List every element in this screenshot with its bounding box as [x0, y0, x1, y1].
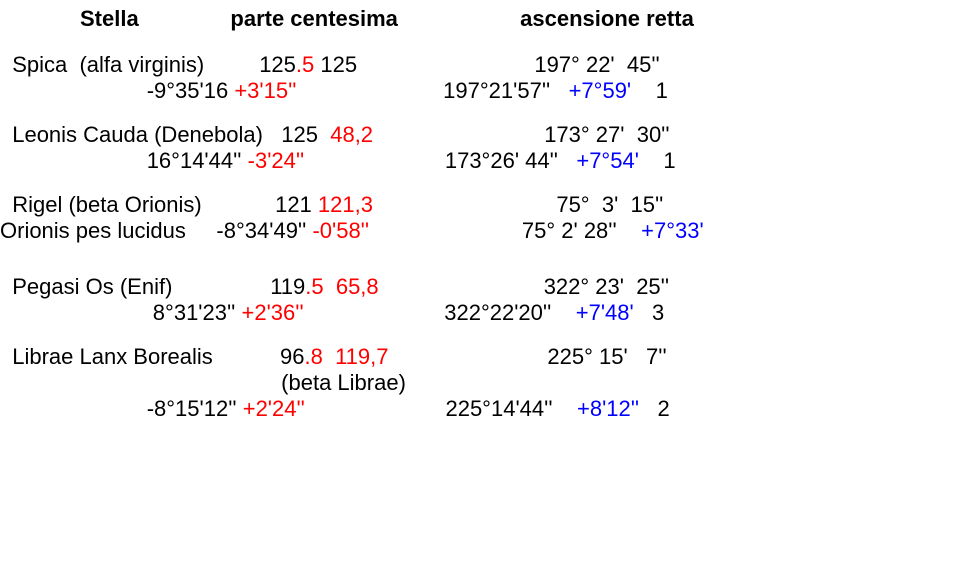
star-row-rigel: Rigel (beta Orionis) 121 121,3 75° 3' 15…: [0, 192, 960, 244]
librae-line2: -8°15'12'' +2'24'' 225°14'44'' +8'12'' 2: [0, 396, 960, 422]
star-row-librae: Librae Lanx Borealis 96.8 119,7 225° 15'…: [0, 344, 960, 422]
header-asc: ascensione retta: [520, 6, 694, 31]
librae-line1b: (beta Librae): [0, 370, 960, 396]
table-header: Stella parte centesima ascensione retta: [0, 0, 960, 32]
librae-line1: Librae Lanx Borealis 96.8 119,7 225° 15'…: [0, 344, 960, 370]
enif-line2: 8°31'23'' +2'36'' 322°22'20'' +7'48' 3: [0, 300, 960, 326]
denebola-line2: 16°14'44'' -3'24'' 173°26' 44'' +7°54' 1: [0, 148, 960, 174]
rigel-line1: Rigel (beta Orionis) 121 121,3 75° 3' 15…: [0, 192, 960, 218]
star-row-denebola: Leonis Cauda (Denebola) 125 48,2 173° 27…: [0, 122, 960, 174]
header-parte: parte centesima: [230, 6, 398, 31]
star-row-enif: Pegasi Os (Enif) 119.5 65,8 322° 23' 25'…: [0, 274, 960, 326]
enif-line1: Pegasi Os (Enif) 119.5 65,8 322° 23' 25'…: [0, 274, 960, 300]
denebola-line1: Leonis Cauda (Denebola) 125 48,2 173° 27…: [0, 122, 960, 148]
header-stella: Stella: [80, 6, 139, 31]
spica-line1: Spica (alfa virginis) 125.5 125 197° 22'…: [0, 52, 960, 78]
rigel-line2: Orionis pes lucidus -8°34'49'' -0'58'' 7…: [0, 218, 960, 244]
spica-line2: -9°35'16 +3'15'' 197°21'57'' +7°59' 1: [0, 78, 960, 104]
star-row-spica: Spica (alfa virginis) 125.5 125 197° 22'…: [0, 52, 960, 104]
